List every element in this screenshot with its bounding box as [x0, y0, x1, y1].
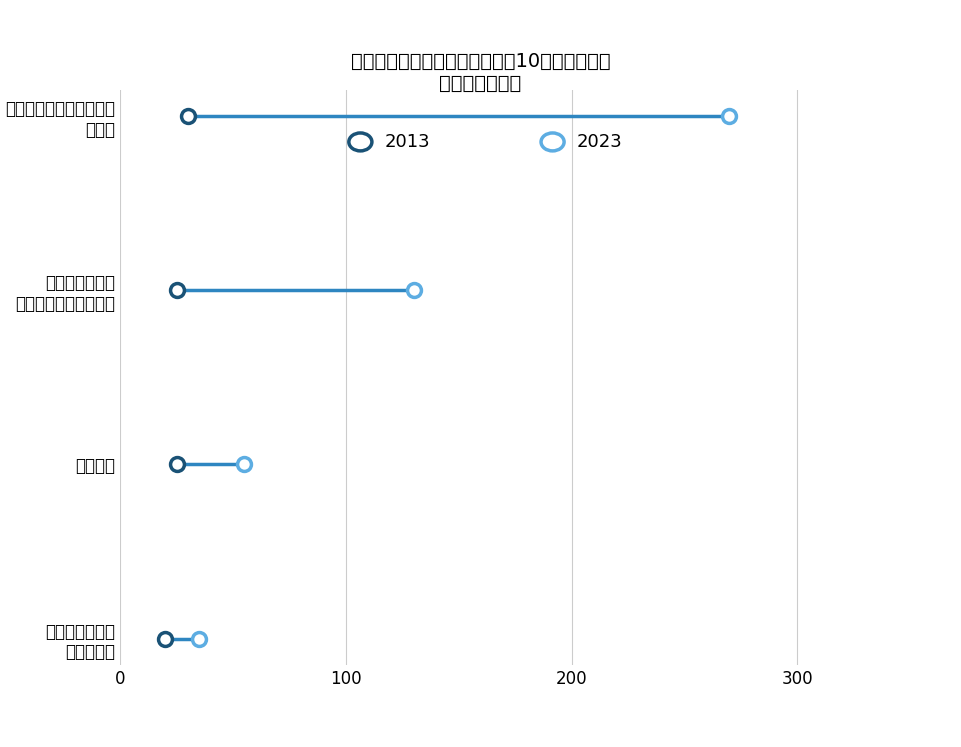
Text: 主要なセクターにおける評価額10億ドル以上の
中国籍企業の数: 主要なセクターにおける評価額10億ドル以上の 中国籍企業の数 [351, 52, 610, 93]
Text: 2023: 2023 [577, 133, 623, 151]
Text: 2013: 2013 [384, 133, 430, 151]
